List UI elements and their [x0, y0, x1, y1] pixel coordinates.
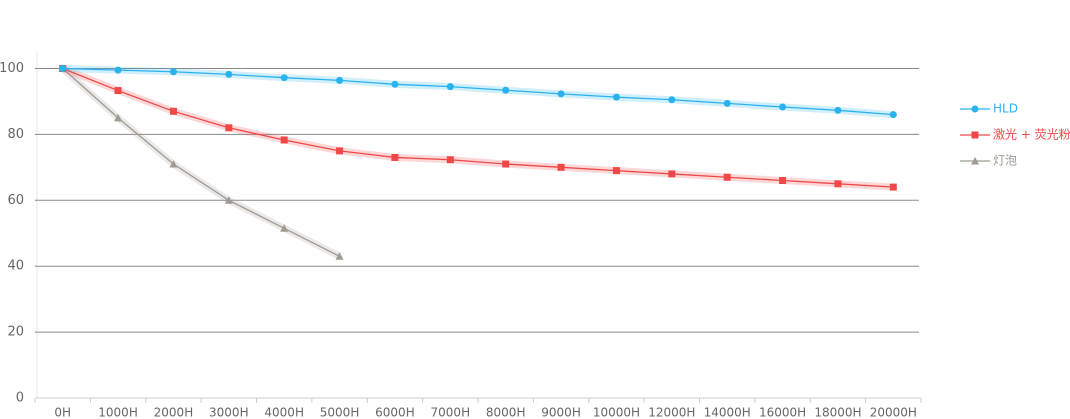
- point: [280, 136, 288, 144]
- point: [169, 68, 177, 76]
- x-tick-label: 16000H: [759, 406, 806, 419]
- point: [502, 86, 510, 94]
- point: [557, 163, 565, 171]
- point: [114, 113, 123, 122]
- point: [391, 153, 399, 161]
- legend-label: HLD: [993, 102, 1018, 116]
- point: [889, 111, 897, 119]
- point: [612, 167, 620, 175]
- x-tick-label: 8000H: [486, 406, 526, 419]
- y-tick-label: 100: [0, 61, 24, 76]
- point: [225, 70, 233, 78]
- y-tick-label: 40: [7, 259, 24, 274]
- point: [446, 156, 454, 164]
- x-tick-label: 1000H: [98, 406, 138, 419]
- line: [62, 67, 894, 116]
- x-tick-label: 5000H: [320, 406, 360, 419]
- point: [723, 173, 731, 181]
- point: [502, 160, 510, 168]
- point: [557, 90, 565, 98]
- point: [668, 96, 676, 104]
- x-tick-label: 7000H: [431, 406, 471, 419]
- legend-label: 灯泡: [993, 154, 1017, 168]
- x-tick-label: 3000H: [209, 406, 249, 419]
- x-tick-label: 20000H: [870, 406, 917, 419]
- point: [169, 160, 178, 168]
- line-glow: [62, 64, 894, 119]
- point: [668, 170, 676, 178]
- x-tick-label: 14000H: [704, 406, 751, 419]
- point: [446, 83, 454, 91]
- point: [612, 93, 620, 101]
- x-tick-label: 18000H: [814, 406, 861, 419]
- point: [779, 103, 787, 111]
- point: [225, 124, 233, 132]
- point: [336, 147, 344, 155]
- line: [62, 67, 340, 257]
- point: [59, 64, 67, 72]
- point: [280, 224, 289, 232]
- point: [779, 177, 787, 185]
- y-tick-label: 20: [7, 325, 24, 340]
- y-tick-label: 60: [7, 193, 24, 208]
- point: [391, 80, 399, 88]
- line-glow: [60, 65, 342, 260]
- point: [971, 131, 979, 139]
- x-tick-label: 12000H: [648, 406, 695, 419]
- point: [280, 74, 288, 82]
- x-tick-label: 10000H: [593, 406, 640, 419]
- y-tick-label: 80: [7, 127, 24, 142]
- point: [114, 87, 122, 95]
- point: [224, 196, 233, 204]
- point: [971, 105, 979, 113]
- x-tick-label: 9000H: [541, 406, 581, 419]
- point: [169, 107, 177, 115]
- x-tick-label: 2000H: [154, 406, 194, 419]
- legend-label: 激光 + 荧光粉: [993, 128, 1070, 142]
- point: [971, 157, 979, 165]
- point: [336, 76, 344, 84]
- y-tick-label: 0: [16, 391, 24, 406]
- point: [834, 180, 842, 188]
- point: [723, 99, 731, 107]
- x-tick-label: 0H: [54, 406, 71, 419]
- point: [335, 252, 344, 260]
- point: [114, 66, 122, 74]
- x-tick-label: 6000H: [375, 406, 415, 419]
- x-tick-label: 4000H: [264, 406, 304, 419]
- point: [889, 183, 897, 191]
- line: [62, 67, 894, 188]
- point: [834, 106, 842, 114]
